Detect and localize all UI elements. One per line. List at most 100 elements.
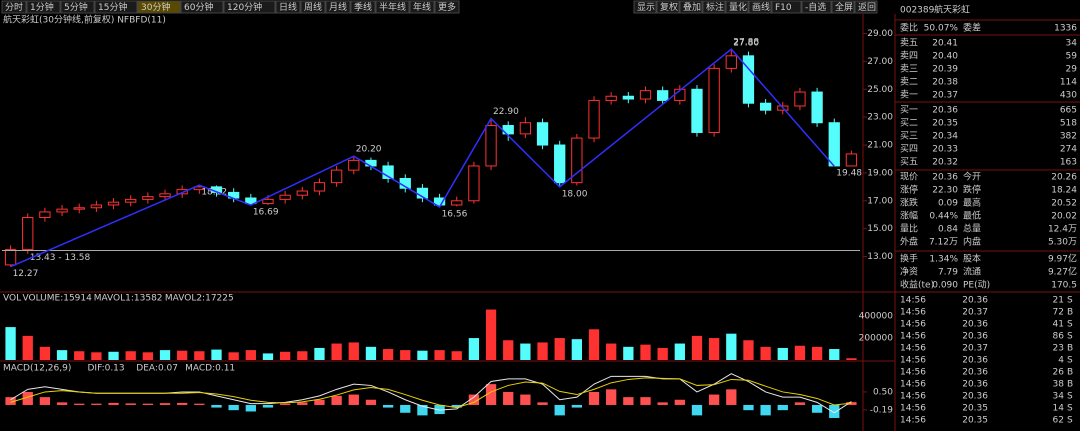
- candle-body: [639, 90, 652, 100]
- level-price: 20.35: [932, 119, 958, 129]
- macd-bar: [262, 404, 274, 408]
- trade-time: 14:56: [900, 296, 926, 306]
- macd-bar: [657, 402, 668, 405]
- macd-bar: [811, 404, 823, 413]
- tool-button[interactable]: [854, 0, 878, 14]
- period-button[interactable]: [275, 0, 301, 14]
- period-button[interactable]: [137, 0, 181, 14]
- tool-button[interactable]: [801, 0, 832, 14]
- y-tick-label: 17.00: [867, 196, 893, 206]
- trade-price: 20.37: [962, 344, 988, 354]
- period-label: 周线: [304, 1, 322, 13]
- tool-button[interactable]: [725, 0, 749, 14]
- fundamental: 170.5: [1051, 281, 1077, 291]
- volume-bar: [22, 335, 33, 360]
- period-label: 分时: [5, 1, 23, 13]
- y-tick-label: 15.00: [867, 224, 893, 234]
- level-qty: 430: [1060, 91, 1077, 101]
- level-name: 卖三: [900, 64, 918, 75]
- period-button[interactable]: [434, 0, 460, 14]
- macd-bar: [194, 403, 205, 405]
- period-label: 半年线: [379, 1, 406, 13]
- period-button[interactable]: [300, 0, 326, 14]
- macd-bar: [108, 402, 119, 405]
- candle-body: [382, 165, 394, 179]
- tool-button[interactable]: [748, 0, 772, 14]
- y-tick-label: 25.00: [867, 85, 893, 95]
- volume-bar: [640, 344, 651, 360]
- tool-label: 画线: [752, 1, 770, 13]
- tool-button[interactable]: [656, 0, 680, 14]
- indicator-legend: MACD:0.11: [185, 364, 235, 374]
- macd-bar: [777, 404, 788, 411]
- stat: 20.02: [1051, 212, 1077, 222]
- candle-body: [245, 197, 257, 205]
- tool-button[interactable]: [679, 0, 703, 14]
- period-button[interactable]: [180, 0, 224, 14]
- volume-bar: [177, 350, 188, 360]
- candle-body: [125, 198, 137, 203]
- trade-time: 14:56: [900, 380, 926, 390]
- candle-body: [4, 249, 17, 266]
- trade-side: S: [1067, 296, 1073, 306]
- stat: 最高: [963, 197, 981, 209]
- stat: 跌停: [963, 184, 981, 196]
- period-button[interactable]: [94, 0, 138, 14]
- stat: 7.12万: [929, 238, 958, 248]
- tool-label: 叠加: [683, 2, 701, 13]
- tool-button[interactable]: [633, 0, 657, 14]
- price-annotation: 27.80: [733, 39, 759, 49]
- level-price: 20.38: [932, 78, 958, 88]
- volume-bar: [691, 335, 703, 360]
- volume-bar: [228, 352, 239, 360]
- period-button[interactable]: [325, 0, 351, 14]
- price-annotation: 13.43 - 13.58: [30, 253, 91, 263]
- stat: 总量: [963, 223, 981, 235]
- period-button[interactable]: [223, 0, 276, 14]
- candle-body: [159, 193, 171, 198]
- volume-bar: [657, 347, 668, 360]
- candle-body: [759, 102, 772, 111]
- trade-qty: 26: [1053, 368, 1065, 378]
- period-button[interactable]: [350, 0, 376, 14]
- candle-body: [708, 67, 720, 133]
- period-button[interactable]: [409, 0, 435, 14]
- candle-body: [794, 91, 806, 107]
- fundamental: PE(动): [963, 280, 990, 291]
- volume-bar: [760, 346, 771, 360]
- period-label: 季线: [354, 1, 372, 13]
- volume-bar: [245, 350, 256, 360]
- tool-label: 量化: [729, 1, 747, 13]
- macd-bar: [74, 403, 85, 405]
- trade-side: S: [1067, 320, 1073, 330]
- price-annotation: 16.69: [253, 208, 279, 218]
- macd-bar: [434, 404, 445, 415]
- period-button[interactable]: [60, 0, 95, 14]
- volume-bar: [417, 350, 428, 360]
- trade-price: 20.37: [962, 308, 988, 318]
- tool-button[interactable]: [702, 0, 726, 14]
- period-button[interactable]: [26, 0, 61, 14]
- volume-bar: [314, 347, 325, 360]
- stat: 涨停: [900, 184, 918, 196]
- trade-time: 14:56: [900, 332, 926, 342]
- trade-side: B: [1067, 344, 1073, 354]
- y-tick-label: 21.00: [867, 141, 893, 151]
- stat: 0.84: [938, 225, 958, 235]
- tool-button[interactable]: [771, 0, 802, 14]
- trade-time: 14:56: [900, 368, 926, 378]
- period-label: 年线: [413, 1, 431, 13]
- period-button[interactable]: [1, 0, 27, 14]
- period-button[interactable]: [375, 0, 410, 14]
- trade-price: 20.36: [962, 392, 988, 402]
- y-tick-label: 27.00: [867, 57, 893, 67]
- tool-button[interactable]: [831, 0, 855, 14]
- volume-bar: [451, 351, 462, 360]
- trade-qty: 62: [1053, 416, 1064, 426]
- level-name: 卖二: [900, 77, 918, 88]
- trade-time: 14:56: [900, 416, 926, 426]
- trade-qty: 4: [1058, 356, 1064, 366]
- candle-body: [107, 201, 120, 206]
- trade-qty: 38: [1053, 380, 1065, 390]
- price-annotation: 19.48: [836, 169, 862, 179]
